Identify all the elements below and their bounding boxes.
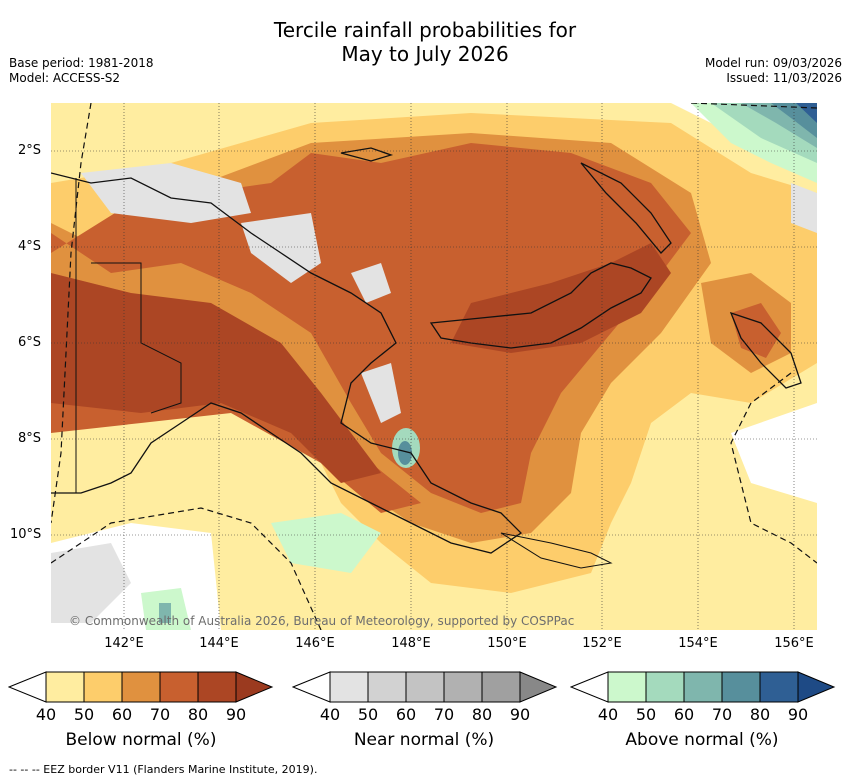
- lon-label: 152°E: [582, 636, 622, 651]
- map-title: Tercile rainfall probabilities for May t…: [0, 18, 850, 66]
- cb-tick: 90: [225, 705, 247, 724]
- cb-swatch: [481, 671, 521, 703]
- below-70-80: [51, 143, 691, 513]
- above-70-80: [398, 441, 412, 465]
- island-manus: [340, 147, 394, 162]
- eez-border: [50, 507, 322, 631]
- cb-tick: 90: [787, 705, 809, 724]
- cb-tick: 80: [749, 705, 771, 724]
- map-panel: [50, 102, 818, 631]
- lon-label: 154°E: [678, 636, 718, 651]
- cb-swatch: [519, 671, 558, 703]
- cb-tick: 70: [711, 705, 733, 724]
- issued-date: Issued: 11/03/2026: [726, 71, 842, 85]
- cb-swatch: [405, 671, 445, 703]
- lat-label: 8°S: [18, 431, 42, 446]
- cb-tick: 40: [35, 705, 57, 724]
- white-patch: [731, 403, 817, 503]
- cb-swatch: [45, 671, 85, 703]
- eez-border: [730, 372, 818, 564]
- title-line-2: May to July 2026: [341, 42, 509, 66]
- title-line-1: Tercile rainfall probabilities for: [273, 18, 577, 42]
- lon-label: 142°E: [104, 636, 144, 651]
- cb-swatch: [121, 671, 161, 703]
- near-normal-area: [241, 213, 321, 283]
- model-run: Model run: 09/03/2026: [704, 56, 842, 70]
- coastline: [50, 172, 523, 554]
- cb-swatch: [721, 671, 761, 703]
- lon-label: 146°E: [295, 636, 335, 651]
- cb-tick: 80: [471, 705, 493, 724]
- cb-title-near: Near normal (%): [353, 730, 495, 750]
- cb-swatch: [443, 671, 483, 703]
- cb-tick: 50: [357, 705, 379, 724]
- cb-swatch: [683, 671, 723, 703]
- island-new-ireland: [580, 162, 672, 254]
- cb-tick: 60: [673, 705, 695, 724]
- cb-swatch: [645, 671, 685, 703]
- above-40-50: [271, 513, 381, 573]
- near-normal-area: [361, 363, 401, 423]
- lon-label: 144°E: [199, 636, 239, 651]
- lat-label: 6°S: [18, 335, 42, 350]
- lon-label: 156°E: [774, 636, 814, 651]
- model-name: Model: ACCESS-S2: [9, 71, 121, 85]
- footnote: -- -- -- EEZ border V11 (Flanders Marine…: [9, 763, 318, 776]
- cb-tick: 40: [319, 705, 341, 724]
- base-period: Base period: 1981-2018: [9, 56, 154, 70]
- eez-border: [50, 102, 92, 524]
- lat-label: 10°S: [10, 527, 42, 542]
- lon-label: 150°E: [487, 636, 527, 651]
- cb-swatch: [797, 671, 836, 703]
- cb-tick: 70: [149, 705, 171, 724]
- below-80-90: [51, 273, 381, 483]
- near-normal-area: [791, 183, 817, 233]
- islands-south: [500, 532, 613, 569]
- cb-tick: 70: [433, 705, 455, 724]
- colorbar-below: [8, 671, 274, 703]
- cb-tick: 80: [187, 705, 209, 724]
- colorbar-near: [292, 671, 558, 703]
- cb-tick: 50: [635, 705, 657, 724]
- lat-label: 4°S: [18, 239, 42, 254]
- lon-label: 148°E: [391, 636, 431, 651]
- cb-swatch: [197, 671, 237, 703]
- cb-swatch: [607, 671, 647, 703]
- cb-tick: 60: [395, 705, 417, 724]
- cb-swatch: [83, 671, 123, 703]
- above-60-70: [159, 603, 171, 623]
- graticule: [51, 103, 817, 630]
- copyright-notice: © Commonwealth of Australia 2026, Bureau…: [69, 614, 575, 628]
- meta-right: Model run: 09/03/2026 Issued: 11/03/2026: [705, 56, 842, 86]
- cb-tick: 60: [111, 705, 133, 724]
- island-new-britain: [429, 262, 652, 349]
- map-svg: [50, 102, 818, 631]
- cb-swatch: [235, 671, 274, 703]
- near-normal-area: [81, 163, 251, 223]
- near-normal-area: [51, 543, 131, 623]
- meta-left: Base period: 1981-2018 Model: ACCESS-S2: [9, 56, 154, 86]
- province-border: [91, 262, 182, 414]
- eez-border: [690, 102, 818, 109]
- cb-swatch: [367, 671, 407, 703]
- cb-swatch: [159, 671, 199, 703]
- cb-tick: 90: [509, 705, 531, 724]
- near-normal-area: [351, 263, 391, 303]
- island-bougainville: [729, 311, 802, 389]
- lat-label: 2°S: [18, 143, 42, 158]
- cb-title-above: Above normal (%): [625, 730, 779, 750]
- cb-swatch: [759, 671, 799, 703]
- colorbar-above: [570, 671, 836, 703]
- cb-title-below: Below normal (%): [65, 730, 217, 750]
- cb-tick: 50: [73, 705, 95, 724]
- cb-tick: 40: [597, 705, 619, 724]
- cb-swatch: [329, 671, 369, 703]
